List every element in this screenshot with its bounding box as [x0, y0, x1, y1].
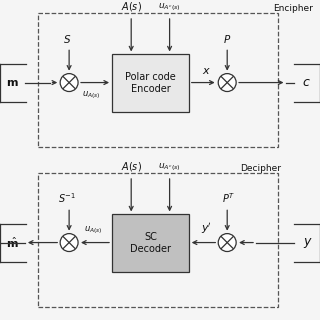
Text: $\mathbf{m}$: $\mathbf{m}$ — [6, 77, 19, 88]
Text: Encipher: Encipher — [274, 4, 314, 13]
Text: Polar code
Encoder: Polar code Encoder — [125, 72, 176, 94]
Text: $P$: $P$ — [223, 33, 231, 45]
Text: $\mathbf{\it{u}}_{A^c(s)}$: $\mathbf{\it{u}}_{A^c(s)}$ — [158, 162, 181, 173]
Text: $P^T$: $P^T$ — [222, 191, 236, 205]
Text: $S^{-1}$: $S^{-1}$ — [58, 191, 77, 205]
Circle shape — [218, 234, 236, 252]
Bar — [112, 214, 189, 272]
Text: $\mathbf{\it{c}}$: $\mathbf{\it{c}}$ — [302, 76, 311, 89]
Circle shape — [218, 74, 236, 92]
Bar — [112, 54, 189, 112]
Circle shape — [60, 234, 78, 252]
Circle shape — [60, 74, 78, 92]
Text: $\mathbf{\it{y}}$: $\mathbf{\it{y}}$ — [303, 236, 313, 250]
Text: $S$: $S$ — [63, 33, 72, 45]
Bar — [38, 173, 278, 307]
Text: $\mathbf{\it{A}}(s)$: $\mathbf{\it{A}}(s)$ — [121, 160, 142, 173]
Text: SC
Decoder: SC Decoder — [130, 232, 171, 254]
Text: $\mathbf{\it{x}}$: $\mathbf{\it{x}}$ — [202, 66, 211, 76]
Text: $\mathbf{\it{u}}_{A(s)}$: $\mathbf{\it{u}}_{A(s)}$ — [84, 224, 102, 236]
Text: $\mathbf{\it{A}}(s)$: $\mathbf{\it{A}}(s)$ — [121, 0, 142, 13]
Text: $\hat{\mathbf{m}}$: $\hat{\mathbf{m}}$ — [6, 236, 19, 250]
Bar — [38, 13, 278, 147]
Text: $\mathbf{\it{y}}'$: $\mathbf{\it{y}}'$ — [201, 221, 212, 236]
Text: Decipher: Decipher — [240, 164, 281, 173]
Text: $\mathbf{\it{u}}_{A^c(s)}$: $\mathbf{\it{u}}_{A^c(s)}$ — [158, 2, 181, 13]
Text: $\mathbf{\it{u}}_{A(s)}$: $\mathbf{\it{u}}_{A(s)}$ — [82, 90, 101, 101]
